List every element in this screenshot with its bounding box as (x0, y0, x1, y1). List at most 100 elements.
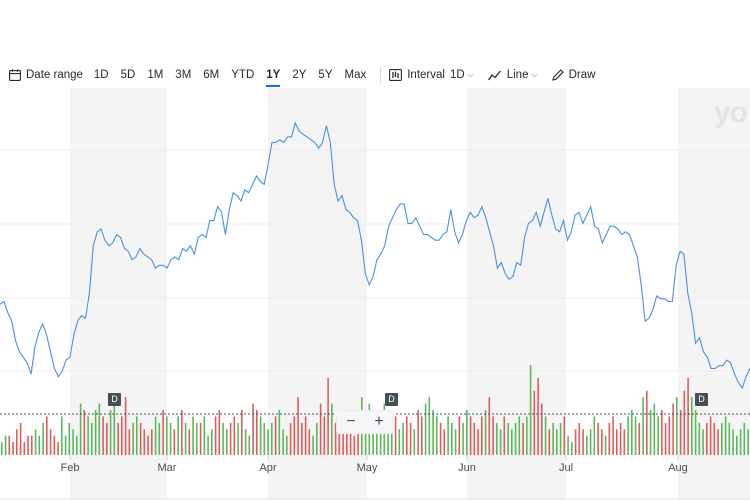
volume-bar (702, 429, 704, 455)
volume-bar (83, 410, 86, 455)
range-button-1y[interactable]: 1Y (266, 69, 281, 87)
volume-bar (316, 422, 318, 455)
chart-type-label: Line (506, 69, 529, 81)
draw-button[interactable]: Draw (551, 69, 596, 81)
volume-bar (76, 435, 78, 455)
volume-bar (657, 416, 659, 455)
volume-bar (413, 429, 416, 455)
volume-bar (106, 422, 108, 455)
date-range-label: Date range (26, 69, 83, 81)
volume-bar (589, 429, 592, 455)
volume-bar (143, 429, 146, 455)
volume-bar (533, 390, 536, 455)
interval-button[interactable]: Interval 1D ⌵ (389, 69, 474, 81)
volume-bar (263, 422, 266, 455)
range-button-5d[interactable]: 5D (120, 69, 136, 81)
volume-bar (173, 429, 176, 455)
dividend-marker-feb[interactable]: D (108, 393, 121, 406)
volume-bar (27, 435, 29, 455)
x-axis-label-may: May (357, 462, 378, 474)
range-button-2y[interactable]: 2Y (292, 69, 307, 81)
volume-bar (38, 435, 41, 455)
volume-bar (421, 416, 423, 455)
volume-bar (1, 442, 3, 455)
x-axis-label-jun: Jun (458, 462, 476, 474)
range-button-max[interactable]: Max (344, 69, 367, 81)
range-button-ytd[interactable]: YTD (231, 69, 255, 81)
range-button-3m[interactable]: 3M (175, 69, 192, 81)
date-range-button[interactable]: Date range (9, 69, 83, 81)
chart-type-button[interactable]: Line ⌵ (487, 69, 538, 81)
volume-bar (12, 442, 14, 455)
volume-bar (398, 429, 401, 455)
volume-bar (128, 429, 131, 455)
volume-bar (233, 416, 236, 455)
volume-bar (117, 422, 119, 455)
volume-bar (496, 422, 498, 455)
volume-bar (229, 422, 232, 455)
volume-bar (556, 429, 558, 455)
volume-bar (653, 403, 656, 455)
volume-bar (574, 429, 577, 455)
zoom-out-button[interactable]: − (346, 413, 356, 430)
range-button-6m[interactable]: 6M (203, 69, 220, 81)
volume-bar (338, 429, 341, 455)
volume-bar (91, 422, 93, 455)
volume-bar (721, 422, 723, 455)
volume-bar (271, 422, 273, 455)
volume-bar (274, 416, 277, 455)
volume-bar (87, 416, 89, 455)
chart-toolbar: Date range 1D 5D 1M 3M 6M YTD 1Y 2Y 5Y Max Interv… (0, 62, 750, 88)
zoom-controls: − + (336, 410, 394, 434)
volume-bar (207, 435, 209, 455)
zoom-in-button[interactable]: + (374, 413, 384, 430)
volume-bar (109, 410, 112, 455)
range-button-1m[interactable]: 1M (147, 69, 164, 81)
volume-bar (151, 429, 153, 455)
volume-bar (724, 416, 727, 455)
price-chart[interactable]: Feb Mar Apr May Jun Jul Aug (0, 88, 750, 500)
volume-bar (537, 377, 539, 455)
dividend-marker-may[interactable]: D (385, 393, 398, 406)
volume-bar (394, 416, 397, 455)
volume-bar (72, 429, 74, 455)
volume-bar (627, 416, 629, 455)
volume-bar (79, 403, 82, 455)
volume-bar (649, 410, 652, 455)
volume-bar (616, 429, 618, 455)
volume-bar (436, 416, 438, 455)
chevron-down-icon: ⌵ (467, 70, 474, 79)
volume-bar (49, 429, 52, 455)
volume-bar (499, 429, 502, 455)
volume-bar (544, 416, 547, 455)
volume-bar (664, 422, 667, 455)
range-button-1d[interactable]: 1D (93, 69, 109, 81)
volume-bar (237, 422, 239, 455)
volume-bar (713, 422, 716, 455)
x-axis-label-mar: Mar (158, 462, 177, 474)
volume-bar (477, 429, 479, 455)
volume-bar (698, 422, 701, 455)
volume-bar (147, 435, 149, 455)
volume-bar (166, 416, 168, 455)
volume-bar (304, 416, 307, 455)
range-button-5y[interactable]: 5Y (318, 69, 333, 81)
volume-bar (136, 416, 138, 455)
volume-bar (391, 422, 393, 455)
volume-bar (323, 416, 326, 455)
volume-bar (679, 410, 682, 455)
volume-bar (428, 397, 431, 455)
dividend-marker-aug[interactable]: D (695, 393, 708, 406)
yahoo-watermark: yo (714, 96, 748, 129)
chevron-down-icon: ⌵ (531, 70, 538, 79)
volume-bar (529, 365, 532, 455)
volume-bar (16, 429, 18, 455)
volume-bar (484, 410, 487, 455)
volume-bar (61, 416, 63, 455)
draw-label: Draw (568, 69, 596, 81)
grid-lines (0, 149, 750, 372)
range-buttons: 1D 5D 1M 3M 6M YTD 1Y 2Y 5Y Max (93, 69, 378, 87)
volume-bar (319, 403, 322, 455)
volume-bar (432, 410, 434, 455)
volume-bar (376, 422, 378, 455)
